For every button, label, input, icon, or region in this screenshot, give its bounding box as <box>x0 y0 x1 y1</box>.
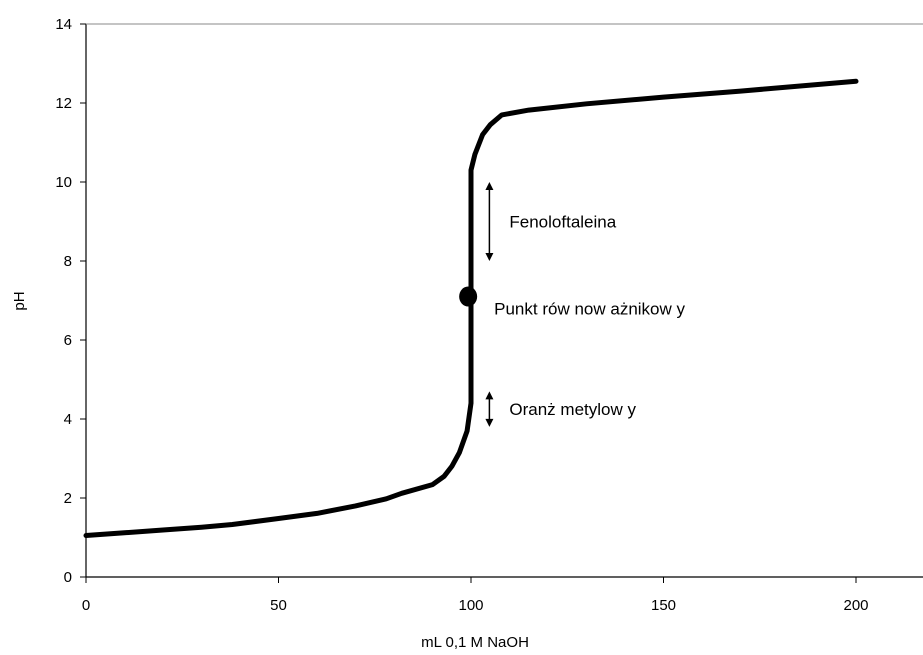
y-axis-title: pH <box>11 291 28 310</box>
plot-frame <box>85 23 923 578</box>
x-tick-label: 150 <box>651 597 676 614</box>
y-tick-label: 4 <box>64 411 72 428</box>
annotation-layer: Punkt rów now ażnikow y Fenoloftaleina Ora… <box>459 182 686 427</box>
equivalence-point-marker <box>459 286 478 307</box>
y-tick-label: 2 <box>64 490 72 507</box>
indicator-label: Oranż metylow y <box>509 400 636 419</box>
x-tick-label: 0 <box>82 597 90 614</box>
y-tick-label: 14 <box>55 16 72 33</box>
y-tick-label: 12 <box>55 95 72 112</box>
arrow-head-down <box>485 253 494 261</box>
x-tick-label: 50 <box>270 597 287 614</box>
y-ticks: 0 2 4 6 8 10 12 14 <box>55 16 86 586</box>
arrow-head-down <box>485 418 494 427</box>
series-layer <box>83 78 859 538</box>
titration-curve-line <box>83 78 859 538</box>
arrow-head-up <box>485 391 494 400</box>
x-axis-title: mL 0,1 M NaOH <box>421 634 529 651</box>
x-tick-label: 200 <box>843 597 868 614</box>
x-tick-label: 100 <box>458 597 483 614</box>
y-tick-label: 6 <box>64 332 72 349</box>
x-ticks: 0 50 100 150 200 <box>82 577 869 614</box>
indicator-label: Fenoloftaleina <box>509 213 616 232</box>
equivalence-point-label: Punkt rów now ażnikow y <box>494 300 685 319</box>
y-tick-label: 8 <box>64 253 72 270</box>
y-tick-label: 0 <box>64 569 72 586</box>
y-tick-label: 10 <box>55 174 72 191</box>
arrow-head-up <box>485 182 494 190</box>
